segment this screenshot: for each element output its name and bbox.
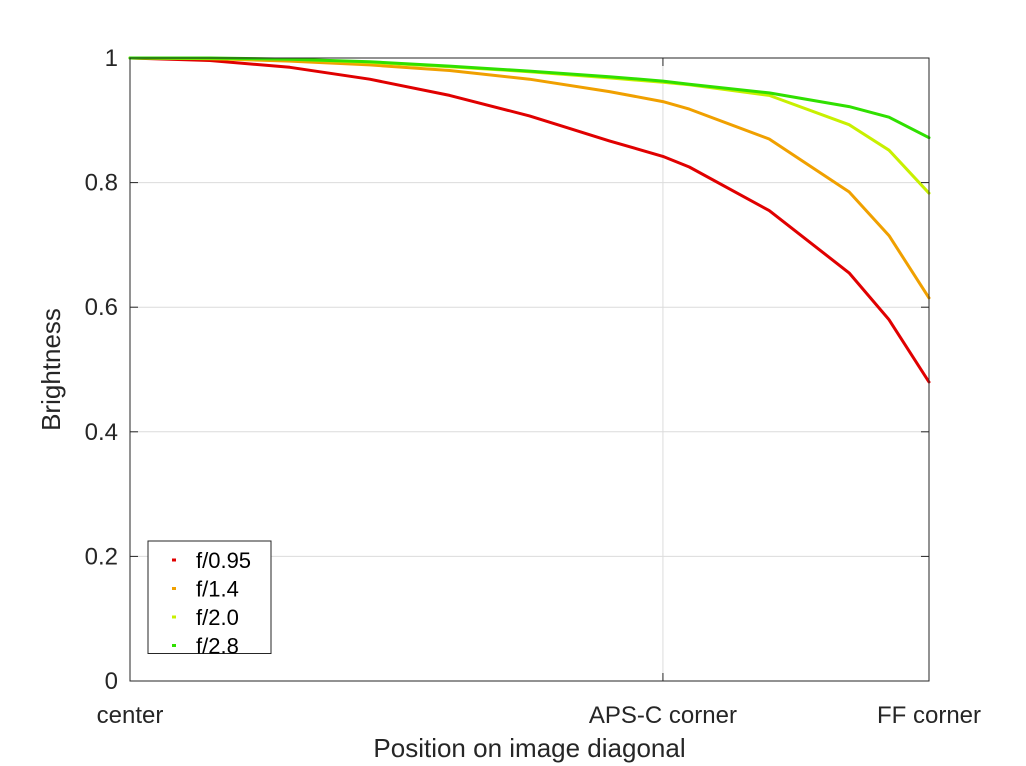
x-tick-label: center [97, 702, 164, 729]
y-tick-label: 0.8 [85, 170, 118, 197]
y-axis-label: Brightness [36, 308, 66, 431]
y-tick-label: 0 [105, 668, 118, 695]
series-lines [128, 56, 931, 384]
x-tick-label: APS-C corner [589, 702, 737, 729]
legend-box [147, 540, 272, 654]
series-line-f-0-95 [128, 56, 931, 384]
legend-label: f/2.0 [196, 605, 239, 630]
y-tick-label: 1 [105, 45, 118, 72]
legend-swatch [172, 587, 176, 590]
tick-labels: 0 0.2 0.4 0.6 0.8 1 center APS-C corner FF corne… [85, 45, 981, 729]
legend-swatch [172, 615, 176, 619]
axis-ticks [129, 57, 930, 682]
legend-label: f/0.95 [196, 548, 251, 573]
x-tick-label: FF corner [877, 702, 981, 729]
legend-swatch [172, 644, 176, 647]
y-tick-label: 0.4 [85, 419, 118, 446]
series-line-f-2-8 [128, 56, 931, 140]
legend-label: f/1.4 [196, 577, 239, 602]
x-axis-label: Position on image diagonal [373, 733, 685, 763]
legend: f/0.95 f/1.4 f/2.0 f/2.8 [147, 540, 272, 659]
plot-frame [129, 57, 930, 682]
y-tick-label: 0.2 [85, 543, 118, 570]
legend-swatch [172, 558, 176, 562]
legend-label: f/2.8 [196, 634, 239, 659]
series-line-f-1-4 [128, 56, 931, 300]
y-tick-label: 0.6 [85, 294, 118, 321]
